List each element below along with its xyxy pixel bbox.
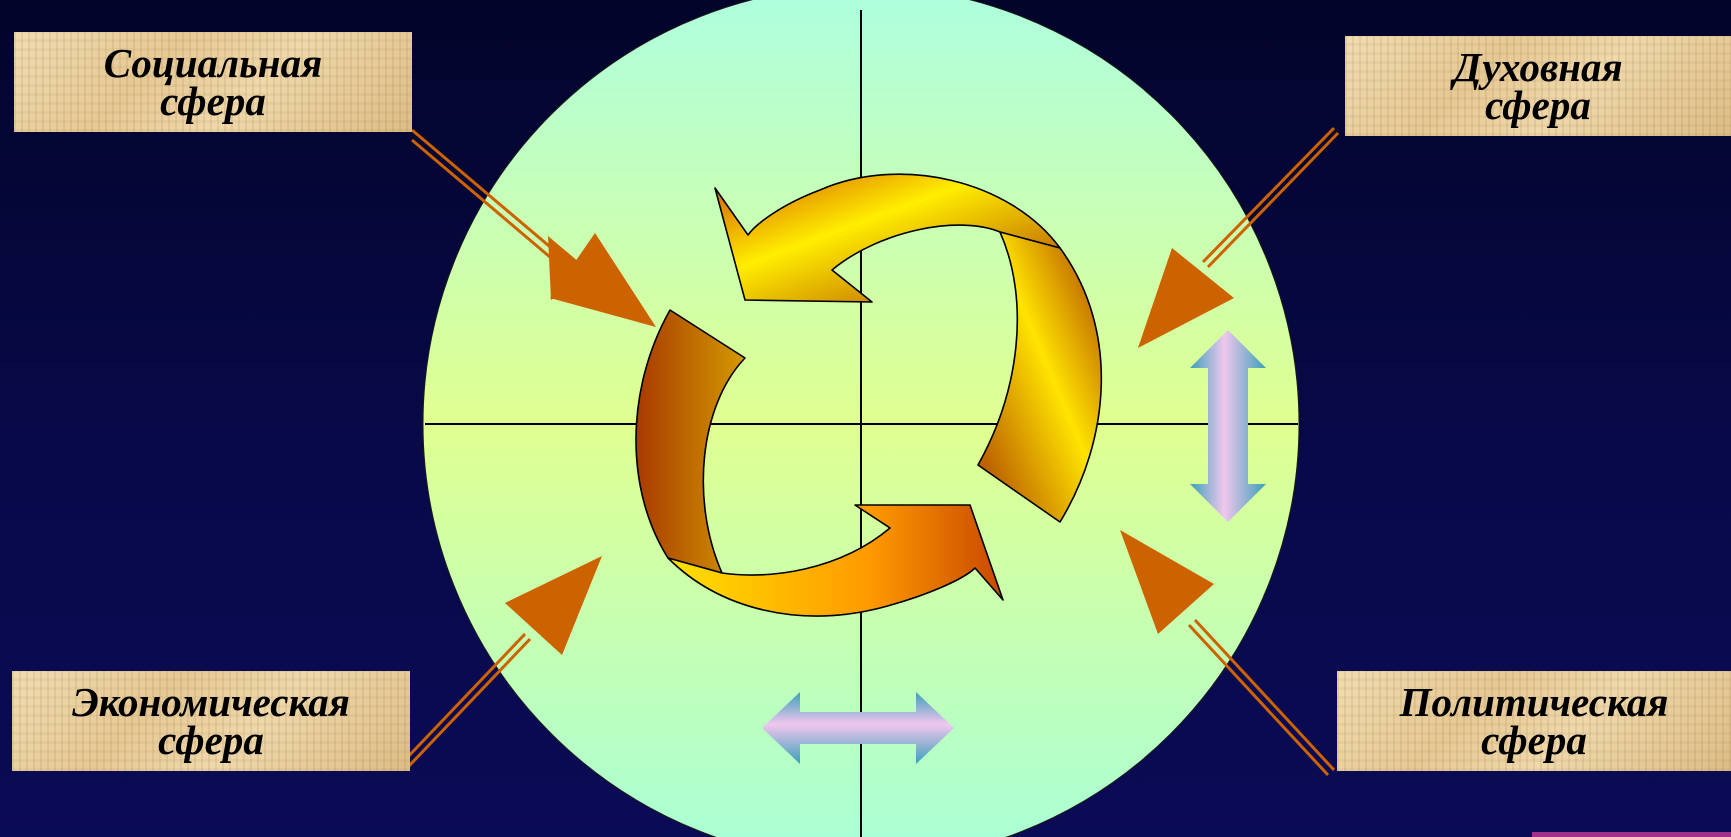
spiritual-sphere-label: Духовная сфера [1345,36,1731,136]
economic-sphere-line2: сфера [158,717,264,763]
left-right-double-arrow-icon [762,692,954,764]
political-sphere-line1: Политическая [1399,679,1669,725]
inward-arrows [401,126,1340,777]
social-sphere-label: Социальная сфера [14,32,412,132]
social-sphere-line1: Социальная [103,40,323,86]
social-sphere-line2: сфера [160,78,266,124]
spiritual-sphere-line1: Духовная [1453,44,1623,90]
pointer-arrow-political [1120,530,1336,777]
cycle-arrows-icon [635,173,1103,617]
political-sphere-label: Политическая сфера [1337,671,1731,771]
up-down-double-arrow-icon [1190,330,1266,522]
economic-sphere-line1: Экономическая [72,679,350,725]
cycle-arrow-top [714,173,1061,303]
pointer-arrow-social [411,128,656,327]
cycle-arrow-bottom [667,504,1004,617]
corner-accent-strip [1532,832,1731,837]
spiritual-sphere-line2: сфера [1485,82,1591,128]
political-sphere-line2: сфера [1481,717,1587,763]
pointer-arrow-economic [401,556,602,769]
economic-sphere-label: Экономическая сфера [12,671,410,771]
pointer-arrow-spiritual [1138,126,1340,348]
cycle-arrow-right [977,231,1103,523]
